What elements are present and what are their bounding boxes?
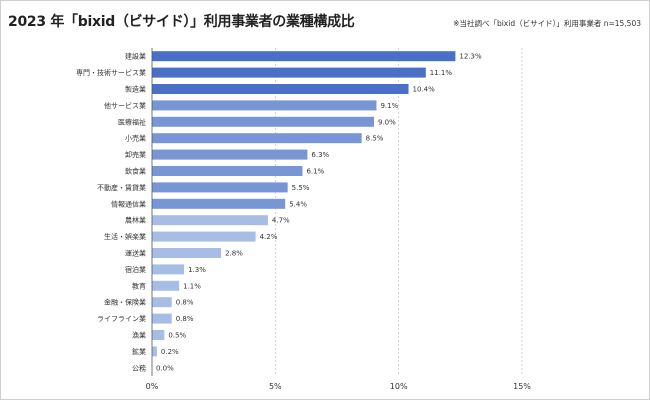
chart-title: 2023 年「bixid（ビサイド）」利用事業者の業種構成比 (8, 14, 355, 30)
bars: 12.3% 11.1% 10.4% 9.1% 9.0% 8.5% 6.3% 6.1% 5.5% 5… (152, 51, 482, 372)
x-tick-label: 15% (513, 382, 531, 391)
bar-3 (152, 84, 409, 94)
source-note: ※当社調べ「bixid（ビサイド）」利用事業者 n=15,503 (453, 19, 641, 28)
x-tick-label: 5% (269, 382, 282, 391)
value-label: 10.4% (413, 86, 436, 94)
bar-5 (152, 116, 374, 127)
category-label: 生活・娯楽業 (104, 232, 146, 241)
bar-6 (152, 133, 362, 144)
category-label: 金融・保険業 (104, 298, 146, 307)
bar-7 (152, 149, 308, 160)
category-label: 専門・技術サービス業 (76, 68, 146, 77)
category-label: 卸売業 (125, 150, 146, 159)
value-label: 4.7% (272, 217, 290, 225)
category-label: 小売業 (125, 134, 146, 143)
value-label: 4.2% (260, 233, 278, 241)
value-label: 6.3% (311, 151, 329, 159)
value-label: 12.3% (459, 53, 482, 61)
value-label: 2.8% (225, 250, 243, 258)
value-label: 0.0% (156, 364, 174, 372)
category-label: 製造業 (125, 85, 146, 94)
bar-2 (152, 67, 426, 78)
category-label: 教育 (132, 281, 146, 290)
value-label: 0.5% (168, 332, 186, 340)
bar-14 (152, 264, 185, 275)
value-label: 1.3% (188, 266, 206, 274)
category-label: 鉱業 (132, 347, 146, 356)
value-label: 0.8% (176, 315, 194, 323)
category-label: 農林業 (125, 216, 146, 225)
value-label: 0.2% (161, 348, 179, 356)
value-label: 1.1% (183, 282, 201, 290)
bar-11 (152, 215, 268, 226)
value-label: 5.5% (292, 184, 310, 192)
value-label: 5.4% (289, 200, 307, 208)
category-label: 他サービス業 (104, 101, 146, 110)
x-tick-label: 10% (390, 382, 408, 391)
bar-17 (152, 313, 172, 324)
category-label: ライフライン業 (97, 314, 146, 323)
bar-12 (152, 231, 256, 242)
value-label: 9.0% (378, 118, 396, 126)
bar-16 (152, 297, 172, 308)
category-label: 情報通信業 (111, 199, 146, 208)
category-label: 漁業 (132, 331, 146, 340)
bar-9 (152, 182, 288, 193)
value-label: 8.5% (366, 135, 384, 143)
category-label: 飲食業 (125, 167, 146, 176)
axis: 0% 5% 10% 15% 建設業専門・技術サービス業製造業他サービス業医療福祉小売業卸… (76, 48, 531, 391)
bar-15 (152, 280, 180, 291)
bar-10 (152, 198, 286, 209)
category-label: 不動産・賃貸業 (97, 183, 146, 192)
category-label: 公務 (132, 363, 146, 372)
gridlines (274, 48, 523, 376)
category-label: 運送業 (125, 249, 146, 258)
bar-18 (152, 330, 165, 340)
bar-19 (152, 346, 157, 357)
x-tick-label: 0% (146, 382, 159, 391)
value-label: 0.8% (176, 299, 194, 307)
bar-13 (152, 248, 222, 258)
bar-1 (152, 51, 456, 62)
category-label: 宿泊業 (125, 265, 146, 274)
category-label: 医療福祉 (118, 117, 146, 126)
bar-4 (152, 100, 377, 111)
value-label: 11.1% (430, 69, 453, 77)
value-label: 9.1% (380, 102, 398, 110)
bar-8 (152, 166, 303, 176)
value-label: 6.1% (306, 168, 324, 176)
category-label: 建設業 (125, 52, 146, 61)
